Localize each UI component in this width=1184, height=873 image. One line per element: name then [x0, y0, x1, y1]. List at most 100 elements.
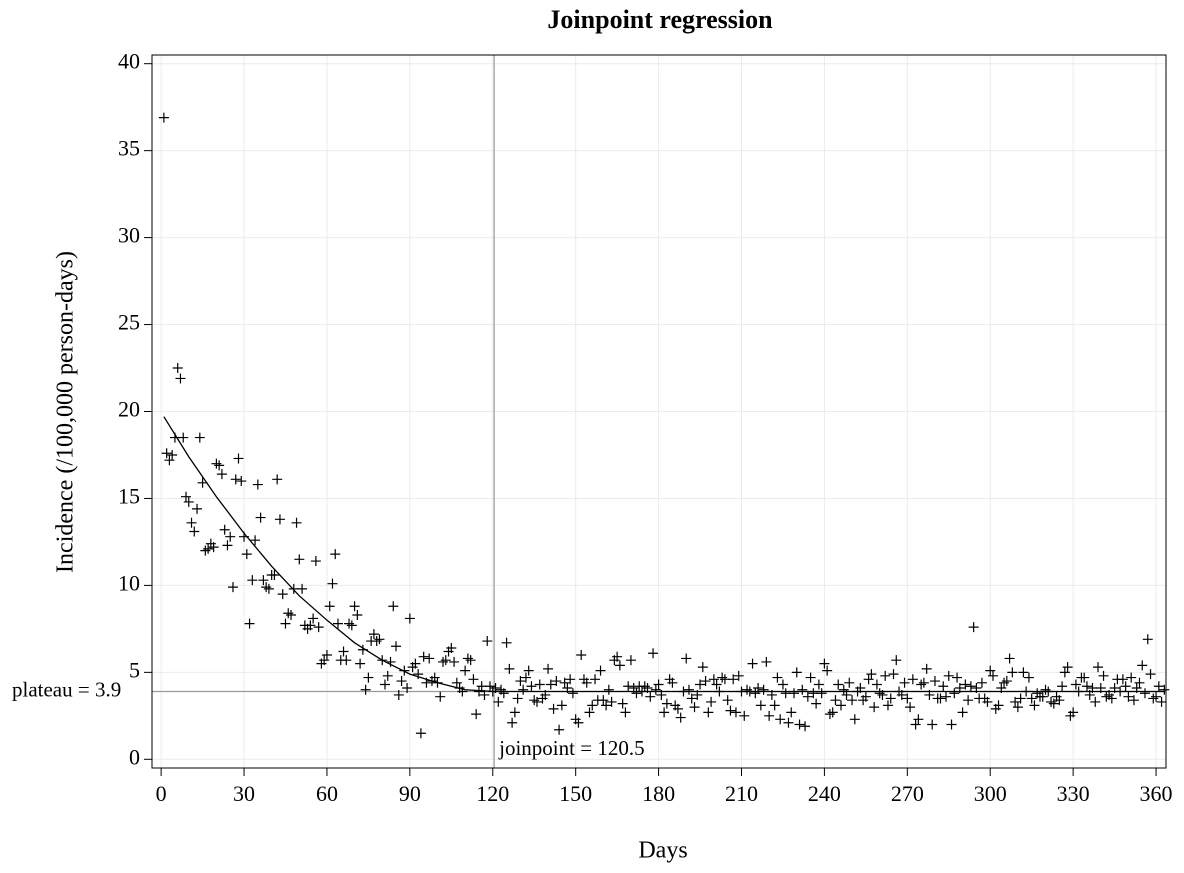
- point: [332, 618, 343, 629]
- point: [1015, 693, 1026, 704]
- point: [565, 674, 576, 685]
- x-tick-label: 210: [725, 781, 758, 806]
- point: [965, 681, 976, 692]
- point: [385, 656, 396, 667]
- point: [573, 717, 584, 728]
- point: [1090, 696, 1101, 707]
- point: [286, 609, 297, 620]
- point: [222, 540, 233, 551]
- point: [1070, 679, 1081, 690]
- point: [520, 672, 531, 683]
- point: [769, 700, 780, 711]
- point: [236, 476, 247, 487]
- point: [1098, 670, 1109, 681]
- point: [730, 707, 741, 718]
- point: [910, 719, 921, 730]
- point: [424, 653, 435, 664]
- point: [697, 662, 708, 673]
- point: [363, 672, 374, 683]
- point: [874, 688, 885, 699]
- point: [645, 691, 656, 702]
- point: [844, 677, 855, 688]
- point: [587, 700, 598, 711]
- point: [203, 543, 214, 554]
- y-tick-label: 0: [129, 744, 140, 769]
- point: [899, 677, 910, 688]
- point: [838, 684, 849, 695]
- y-axis-label: Incidence (/100,000 person-days): [53, 251, 79, 573]
- point: [410, 658, 421, 669]
- point: [504, 663, 515, 674]
- point: [244, 618, 255, 629]
- point: [1151, 691, 1162, 702]
- point: [819, 658, 830, 669]
- point: [379, 679, 390, 690]
- point: [706, 696, 717, 707]
- point: [319, 655, 330, 666]
- point: [871, 679, 882, 690]
- point: [918, 677, 929, 688]
- point: [811, 698, 822, 709]
- point: [1153, 681, 1164, 692]
- point: [1081, 681, 1092, 692]
- point: [192, 503, 203, 514]
- point: [617, 698, 628, 709]
- point: [725, 705, 736, 716]
- point: [882, 700, 893, 711]
- point: [946, 719, 957, 730]
- point: [189, 526, 200, 537]
- point: [775, 714, 786, 725]
- point: [1079, 672, 1090, 683]
- point: [324, 601, 335, 612]
- point: [576, 649, 587, 660]
- point: [493, 696, 504, 707]
- point: [802, 691, 813, 702]
- point: [620, 707, 631, 718]
- point: [531, 696, 542, 707]
- point: [1093, 662, 1104, 673]
- point: [485, 681, 495, 692]
- point: [1142, 634, 1153, 645]
- x-tick-label: 30: [233, 781, 255, 806]
- point: [648, 648, 659, 659]
- point: [280, 618, 291, 629]
- point: [482, 636, 493, 647]
- point: [835, 700, 846, 711]
- point: [703, 707, 714, 718]
- point: [916, 679, 927, 690]
- point: [816, 688, 827, 699]
- point: [327, 578, 338, 589]
- point: [827, 707, 838, 718]
- point: [164, 455, 175, 466]
- point: [590, 674, 601, 685]
- point: [462, 653, 473, 664]
- point: [559, 677, 570, 688]
- point: [695, 679, 706, 690]
- point: [233, 453, 244, 464]
- point: [214, 460, 225, 471]
- point: [330, 549, 341, 560]
- point: [968, 622, 979, 633]
- point: [728, 674, 739, 685]
- point: [683, 684, 694, 695]
- point: [501, 637, 512, 648]
- plateau-label: plateau = 3.9: [12, 677, 121, 701]
- point: [758, 684, 769, 695]
- point: [418, 651, 429, 662]
- y-tick-label: 25: [118, 310, 140, 335]
- point: [1123, 691, 1134, 702]
- point: [711, 679, 722, 690]
- point: [449, 656, 460, 667]
- point: [1048, 698, 1059, 709]
- point: [355, 658, 366, 669]
- point: [338, 646, 349, 657]
- point: [529, 695, 540, 706]
- point: [269, 569, 280, 580]
- point: [1068, 707, 1079, 718]
- point: [197, 477, 208, 488]
- point: [498, 688, 509, 699]
- point: [639, 681, 650, 692]
- point: [606, 696, 617, 707]
- point: [625, 655, 636, 666]
- joinpoint-label: joinpoint = 120.5: [498, 736, 644, 760]
